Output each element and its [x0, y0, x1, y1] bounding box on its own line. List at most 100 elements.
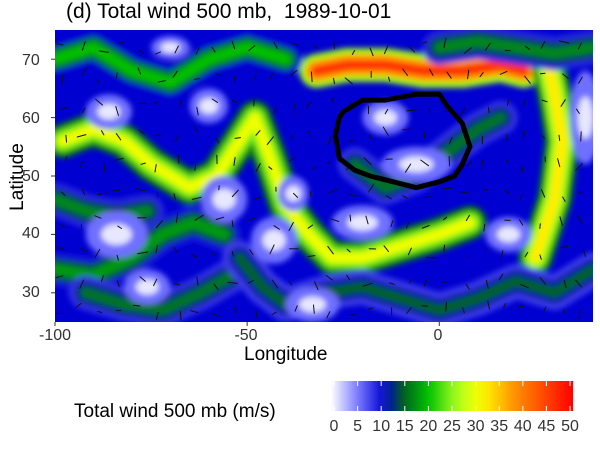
colorbar-tick-label: 50	[561, 418, 579, 435]
wind-vector	[55, 275, 64, 279]
wind-vector	[484, 42, 491, 51]
wind-vector	[448, 137, 453, 145]
wind-vector	[290, 70, 298, 77]
wind-vector	[248, 45, 256, 52]
wind-vector	[402, 195, 408, 199]
wind-vector	[524, 45, 531, 50]
y-tick-label: 40	[22, 225, 40, 242]
calm-core	[347, 214, 378, 231]
wind-vector	[234, 306, 238, 313]
wind-vector	[331, 97, 335, 105]
wind-vector	[559, 216, 563, 226]
wind-vector	[522, 97, 527, 108]
calm-core	[199, 98, 219, 114]
wind-vector	[266, 136, 274, 146]
wind-vector	[365, 215, 369, 225]
wind-vector	[231, 220, 234, 228]
wind-vector	[138, 129, 145, 135]
wind-vector	[79, 161, 84, 168]
wind-vector	[60, 223, 65, 228]
wind-vector	[252, 196, 262, 201]
chart-title: (d) Total wind 500 mb, 1989-10-01	[66, 0, 392, 23]
jet-core	[80, 269, 238, 316]
wind-vector	[117, 225, 122, 229]
wind-vector	[81, 107, 86, 114]
wind-vector	[231, 40, 236, 50]
wind-vector	[467, 69, 470, 80]
wind-vector	[155, 244, 158, 254]
wind-vector	[518, 194, 523, 201]
wind-vector	[541, 99, 548, 103]
x-tick-label: -100	[38, 327, 72, 344]
wind-vector	[271, 279, 279, 289]
wind-vector	[194, 163, 197, 171]
wind-vector	[137, 67, 141, 75]
wind-vector	[346, 248, 351, 253]
wind-vector	[215, 216, 225, 220]
wind-vector	[132, 304, 141, 307]
wind-vector	[349, 193, 357, 197]
wind-vector	[423, 129, 426, 139]
wind-vector	[560, 245, 569, 249]
wind-vector	[562, 73, 569, 79]
wind-vector	[351, 50, 355, 55]
wind-vector	[313, 281, 319, 291]
wind-vector	[429, 68, 434, 76]
wind-vector	[541, 189, 546, 198]
wind-vector	[115, 133, 122, 141]
wind-vector	[446, 71, 452, 79]
wind-vector	[190, 310, 199, 313]
wind-vector	[328, 188, 339, 194]
wind-vector	[426, 256, 437, 259]
wind-vector	[575, 279, 582, 288]
wind-vector	[173, 193, 177, 201]
wind-vector	[195, 47, 200, 55]
wind-vector	[254, 70, 257, 81]
wind-vector	[313, 304, 315, 314]
wind-vector	[423, 279, 427, 287]
wind-vector	[211, 46, 216, 53]
wind-vector	[273, 225, 280, 230]
wind-vector	[310, 71, 313, 83]
wind-vector	[154, 164, 157, 173]
wind-vector	[466, 252, 469, 258]
wind-vector	[234, 137, 241, 139]
wind-vector	[311, 166, 317, 171]
colorbar-tick-label: 40	[513, 418, 532, 435]
wind-vector	[288, 157, 295, 162]
calm-core	[262, 229, 286, 251]
wind-vector	[65, 156, 67, 162]
wind-vector	[384, 108, 389, 115]
y-tick-label: 60	[22, 110, 40, 127]
wind-vector	[406, 222, 410, 229]
wind-vector	[580, 131, 582, 142]
wind-vector	[582, 248, 587, 257]
wind-vector	[499, 70, 508, 75]
plot-panel	[55, 30, 593, 322]
y-tick-label: 30	[22, 284, 40, 301]
calm-core	[212, 188, 236, 210]
wind-vector	[178, 99, 182, 108]
wind-vector	[231, 251, 234, 257]
wind-vector	[506, 99, 509, 106]
wind-vector	[196, 276, 199, 286]
x-axis-label: Longitude	[244, 344, 328, 365]
jet-core	[234, 252, 593, 316]
calm-core	[373, 109, 398, 126]
wind-vector	[465, 214, 470, 222]
wind-vector	[138, 49, 144, 54]
wind-vector	[363, 157, 372, 166]
wind-vector	[443, 244, 446, 254]
wind-vector	[268, 73, 273, 81]
wind-vector	[521, 166, 524, 173]
wind-vector	[95, 98, 103, 106]
wind-vector	[524, 75, 531, 84]
wind-vector	[231, 99, 239, 104]
wind-vector	[313, 45, 319, 49]
wind-vector	[576, 191, 583, 195]
wind-vector	[112, 189, 121, 192]
colorbar-tick-label: 30	[466, 418, 485, 435]
wind-vector	[290, 134, 294, 140]
